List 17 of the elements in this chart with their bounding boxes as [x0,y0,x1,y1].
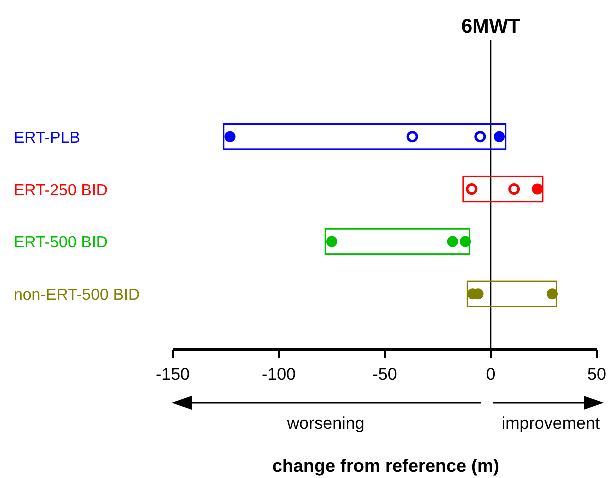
y-tick-label: ERT-PLB [14,130,80,147]
x-tick-label: -100 [262,365,296,384]
text: worsening [286,414,365,433]
bar [223,124,507,150]
text: improvement [502,414,600,433]
bar [466,280,558,308]
x-tick-label: -50 [372,365,398,384]
x-axis-title: change from reference (m) [272,456,500,476]
x-tick-label: 0 [486,365,496,384]
bar [324,228,471,256]
bar [462,176,544,203]
x-tick-label: -150 [156,365,190,384]
x-tick-label: 50 [588,365,606,384]
chart-title: 6MWT [462,16,520,38]
y-tick-label: ERT-250 BID [14,182,108,200]
y-tick-label: ERT-500 BID [14,234,108,252]
y-tick-label: non-ERT-500 BID [14,287,140,304]
